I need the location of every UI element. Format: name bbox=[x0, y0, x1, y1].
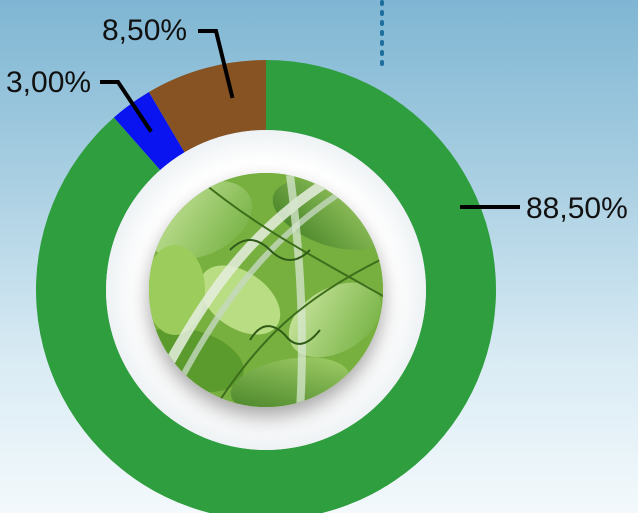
donut-slice-8-5 bbox=[148, 60, 266, 153]
foliage-image bbox=[149, 173, 383, 407]
donut-ring bbox=[36, 60, 496, 513]
donut-slice-88-5 bbox=[36, 60, 496, 513]
leader-line-8-5 bbox=[198, 29, 235, 99]
slice-label-3-0: 3,00% bbox=[6, 66, 91, 99]
leader-line-3-0 bbox=[100, 80, 153, 133]
slice-label-88-5: 88,50% bbox=[526, 192, 628, 225]
slice-label-8-5: 8,50% bbox=[102, 14, 187, 47]
